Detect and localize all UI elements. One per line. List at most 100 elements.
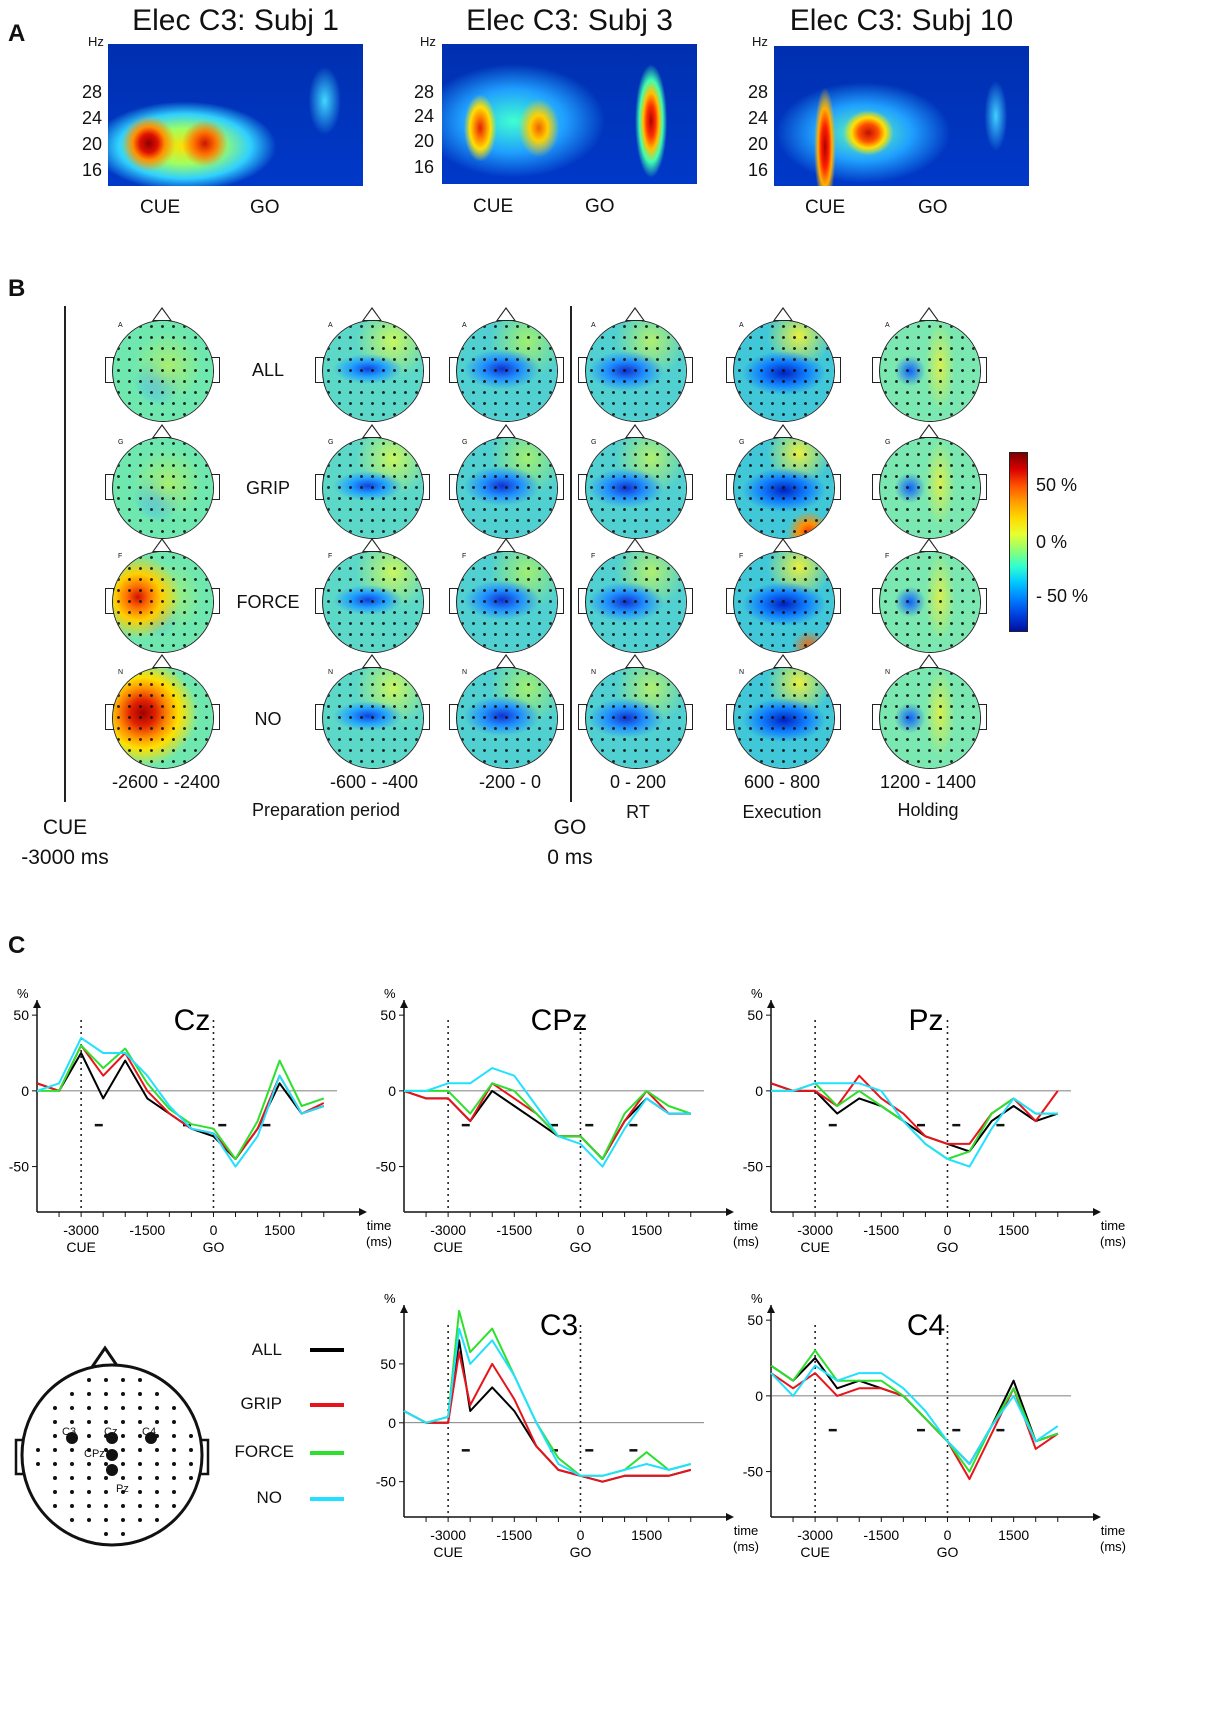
electrode-dots	[323, 321, 423, 421]
electrode-dot	[36, 1462, 40, 1466]
row-condition-letter: G	[118, 439, 124, 446]
electrode-dot	[121, 1406, 125, 1410]
x-tick-label: -1500	[496, 1527, 532, 1543]
electrode-dots	[323, 552, 423, 652]
go-event-label: GO	[553, 816, 587, 839]
row-condition-letter: G	[885, 439, 891, 446]
electrode-dot	[70, 1490, 74, 1494]
electrode-dot	[87, 1518, 91, 1522]
y-tick: 16	[81, 160, 102, 180]
electrode-dots	[880, 321, 980, 421]
y-tick-label: -50	[9, 1159, 29, 1175]
electrode-label-cpz: CPz	[84, 1448, 105, 1460]
x-axis-label: (ms)	[1100, 1539, 1126, 1554]
x-event-label: GO	[937, 1544, 959, 1560]
row-condition-letter: F	[118, 553, 123, 560]
y-tick: 28	[413, 82, 434, 102]
row-condition-letter: N	[462, 669, 468, 676]
electrode-dot	[189, 1434, 193, 1438]
spectrogram-title: Elec C3: Subj 3	[466, 4, 673, 37]
row-condition-letter: F	[885, 553, 890, 560]
electrode-dots	[457, 321, 557, 421]
series-line-all	[770, 1082, 1059, 1153]
electrode-dot	[155, 1420, 159, 1424]
y-tick: 16	[747, 160, 768, 180]
highlighted-electrode	[145, 1432, 157, 1444]
cue-label: CUE	[805, 197, 846, 218]
topomap	[733, 551, 835, 653]
plot-c4: -3000 -1500 0 1500 CUE GO 50 0 -50% time(ms) C4	[743, 1291, 1126, 1560]
time-window: 0 - 200	[609, 772, 667, 792]
electrode-dot	[70, 1448, 74, 1452]
electrode-dot	[121, 1378, 125, 1382]
y-tick: 24	[81, 108, 102, 128]
x-tick-label: -1500	[496, 1222, 532, 1238]
electrode-dot	[87, 1378, 91, 1382]
plot-title: Pz	[908, 1004, 943, 1037]
topomap	[112, 437, 214, 539]
head-nose	[496, 538, 516, 552]
row-label-grip: GRIP	[245, 478, 290, 498]
series-line-force	[404, 1082, 692, 1160]
electrode-dot	[53, 1462, 57, 1466]
legend-swatch-grip	[310, 1403, 344, 1407]
electrode-dots	[880, 668, 980, 768]
x-tick-label: 1500	[264, 1222, 295, 1238]
electrode-dot	[87, 1420, 91, 1424]
topomap	[322, 667, 424, 769]
plot-cpz: -3000 -1500 0 1500 CUE GO 50 0 -50% time(ms) CPz	[376, 986, 759, 1255]
hz-unit: Hz	[420, 34, 436, 49]
legend-label: NO	[256, 1488, 283, 1507]
electrode-dot	[104, 1406, 108, 1410]
row-condition-letter: F	[591, 553, 596, 560]
electrode-dot	[104, 1476, 108, 1480]
electrode-dot	[104, 1378, 108, 1382]
electrode-dot	[189, 1476, 193, 1480]
x-tick-label: 0	[577, 1527, 585, 1543]
colorbar-tick: 0 %	[1036, 532, 1068, 552]
legend-swatch-force	[310, 1451, 344, 1455]
x-tick-label: -1500	[129, 1222, 165, 1238]
topomap	[456, 667, 558, 769]
row-condition-letter: N	[328, 669, 334, 676]
electrode-dots	[734, 438, 834, 538]
electrode-dot	[53, 1448, 57, 1452]
electrode-dot	[155, 1392, 159, 1396]
topomap	[456, 320, 558, 422]
plot-title: C3	[540, 1309, 578, 1342]
y-axis-arrow	[33, 1000, 41, 1008]
electrode-dots	[323, 668, 423, 768]
cue-label: CUE	[473, 196, 514, 217]
y-tick: 20	[81, 134, 102, 154]
y-tick: 16	[413, 157, 434, 177]
electrode-dots	[880, 438, 980, 538]
x-tick-label: 0	[944, 1527, 952, 1543]
cue-event-time: -3000 ms	[21, 846, 109, 869]
y-axis-arrow	[400, 1305, 408, 1313]
y-axis-label: %	[751, 986, 763, 1001]
electrode-dot	[172, 1476, 176, 1480]
electrode-dot	[87, 1448, 91, 1452]
electrode-dot	[138, 1378, 142, 1382]
x-axis-label: time	[734, 1218, 759, 1233]
electrode-dot	[53, 1504, 57, 1508]
electrode-dot	[53, 1420, 57, 1424]
electrode-dots	[457, 668, 557, 768]
electrode-dots	[734, 668, 834, 768]
electrode-dot	[172, 1420, 176, 1424]
electrode-dot	[155, 1518, 159, 1522]
electrode-dots	[323, 438, 423, 538]
period-preparation: Preparation period	[251, 800, 401, 820]
topomap	[322, 551, 424, 653]
series-line-force	[771, 1082, 1058, 1160]
electrode-dot	[104, 1392, 108, 1396]
y-axis-label: %	[751, 1291, 763, 1306]
highlighted-electrode	[66, 1432, 78, 1444]
electrode-dot	[87, 1392, 91, 1396]
electrode-dot	[155, 1476, 159, 1480]
electrode-dot	[36, 1448, 40, 1452]
plot-c3: -3000 -1500 0 1500 CUE GO 50 0 -50% time(ms) C3	[376, 1291, 759, 1560]
electrode-dot	[121, 1476, 125, 1480]
x-tick-label: -3000	[797, 1527, 833, 1543]
head-nose	[362, 424, 382, 438]
